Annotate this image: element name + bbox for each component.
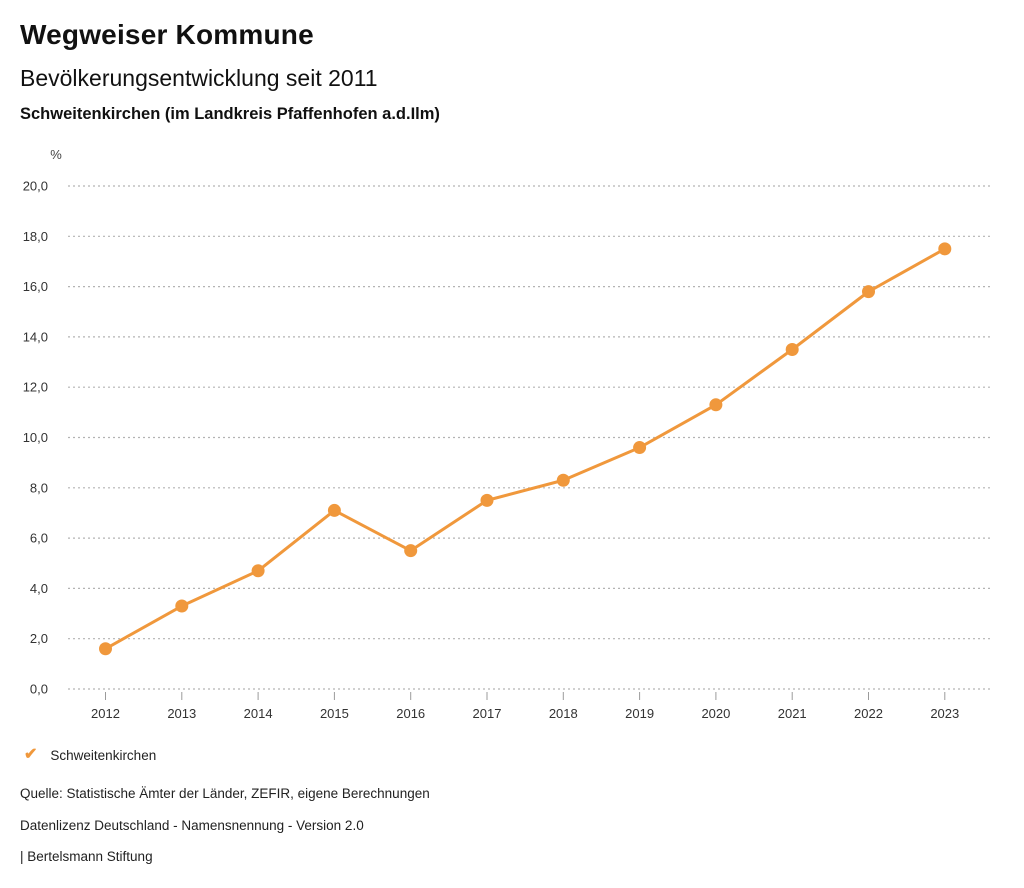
x-axis-labels: 2012 2013 2014 2015 2016 2017 2018 2019 2020 2021… bbox=[91, 706, 959, 721]
y-tick-label: 14,0 bbox=[23, 329, 48, 344]
x-tick-label-2022: 2022 bbox=[854, 706, 883, 721]
y-tick-label: 8,0 bbox=[30, 480, 48, 495]
x-tick-label-2014: 2014 bbox=[244, 706, 273, 721]
y-tick-label: 12,0 bbox=[23, 380, 48, 395]
data-point-2020[interactable] bbox=[709, 398, 723, 412]
source-note: Quelle: Statistische Ämter der Länder, Z… bbox=[20, 786, 430, 801]
y-gridlines bbox=[68, 185, 990, 690]
y-tick-label: 10,0 bbox=[23, 430, 48, 445]
data-point-2018[interactable] bbox=[556, 473, 570, 487]
x-tick-label-2012: 2012 bbox=[91, 706, 120, 721]
legend-item-schweitenkirchen[interactable]: ✔ Schweitenkirchen bbox=[24, 745, 156, 765]
x-tick-label-2016: 2016 bbox=[396, 706, 425, 721]
page-title: Wegweiser Kommune bbox=[20, 19, 314, 50]
x-tick-label-2015: 2015 bbox=[320, 706, 349, 721]
x-tick-label-2018: 2018 bbox=[549, 706, 578, 721]
y-axis-unit-label: % bbox=[50, 147, 62, 162]
data-point-2023[interactable] bbox=[938, 242, 952, 256]
publisher-note: | Bertelsmann Stiftung bbox=[20, 849, 153, 864]
x-tick-label-2023: 2023 bbox=[930, 706, 959, 721]
check-icon: ✔ bbox=[24, 746, 38, 763]
data-point-2016[interactable] bbox=[404, 544, 418, 558]
series-line-schweitenkirchen bbox=[104, 247, 947, 651]
data-point-2015[interactable] bbox=[327, 503, 341, 517]
chart-title: Bevölkerungsentwicklung seit 2011 bbox=[20, 65, 378, 91]
x-tick-label-2017: 2017 bbox=[473, 706, 502, 721]
y-tick-label: 6,0 bbox=[30, 531, 48, 546]
y-tick-label: 20,0 bbox=[23, 179, 48, 194]
chart-region-subtitle: Schweitenkirchen (im Landkreis Pfaffenho… bbox=[20, 105, 440, 123]
population-line-chart: % 0,0 2,0 4,0 6,0 8,0 10,0 12,0 14,0 16,0 18,0 20,… bbox=[23, 147, 990, 721]
x-tick-label-2020: 2020 bbox=[701, 706, 730, 721]
x-tick-label-2019: 2019 bbox=[625, 706, 654, 721]
header: Wegweiser Kommune Bevölkerungsentwicklun… bbox=[20, 18, 980, 125]
data-point-2017[interactable] bbox=[480, 493, 494, 507]
data-point-2019[interactable] bbox=[633, 441, 647, 455]
data-point-2012[interactable] bbox=[99, 642, 112, 656]
data-point-2021[interactable] bbox=[785, 342, 799, 356]
x-axis-ticks bbox=[105, 692, 946, 700]
legend-label: Schweitenkirchen bbox=[50, 747, 157, 763]
y-tick-label: 16,0 bbox=[23, 279, 48, 294]
y-tick-label: 4,0 bbox=[30, 581, 48, 596]
data-point-2014[interactable] bbox=[251, 564, 265, 578]
data-points bbox=[99, 242, 952, 656]
y-tick-label: 18,0 bbox=[23, 229, 48, 244]
series-path-schweitenkirchen bbox=[104, 247, 947, 651]
y-tick-label: 2,0 bbox=[30, 631, 48, 646]
license-note: Datenlizenz Deutschland - Namensnennung … bbox=[20, 818, 364, 833]
data-point-2013[interactable] bbox=[175, 599, 189, 613]
y-axis-labels: 0,0 2,0 4,0 6,0 8,0 10,0 12,0 14,0 16,0 18,0 20,0 bbox=[23, 179, 48, 697]
x-tick-label-2021: 2021 bbox=[778, 706, 807, 721]
y-tick-label: 0,0 bbox=[30, 682, 48, 697]
x-tick-label-2013: 2013 bbox=[167, 706, 196, 721]
data-point-2022[interactable] bbox=[862, 285, 875, 299]
